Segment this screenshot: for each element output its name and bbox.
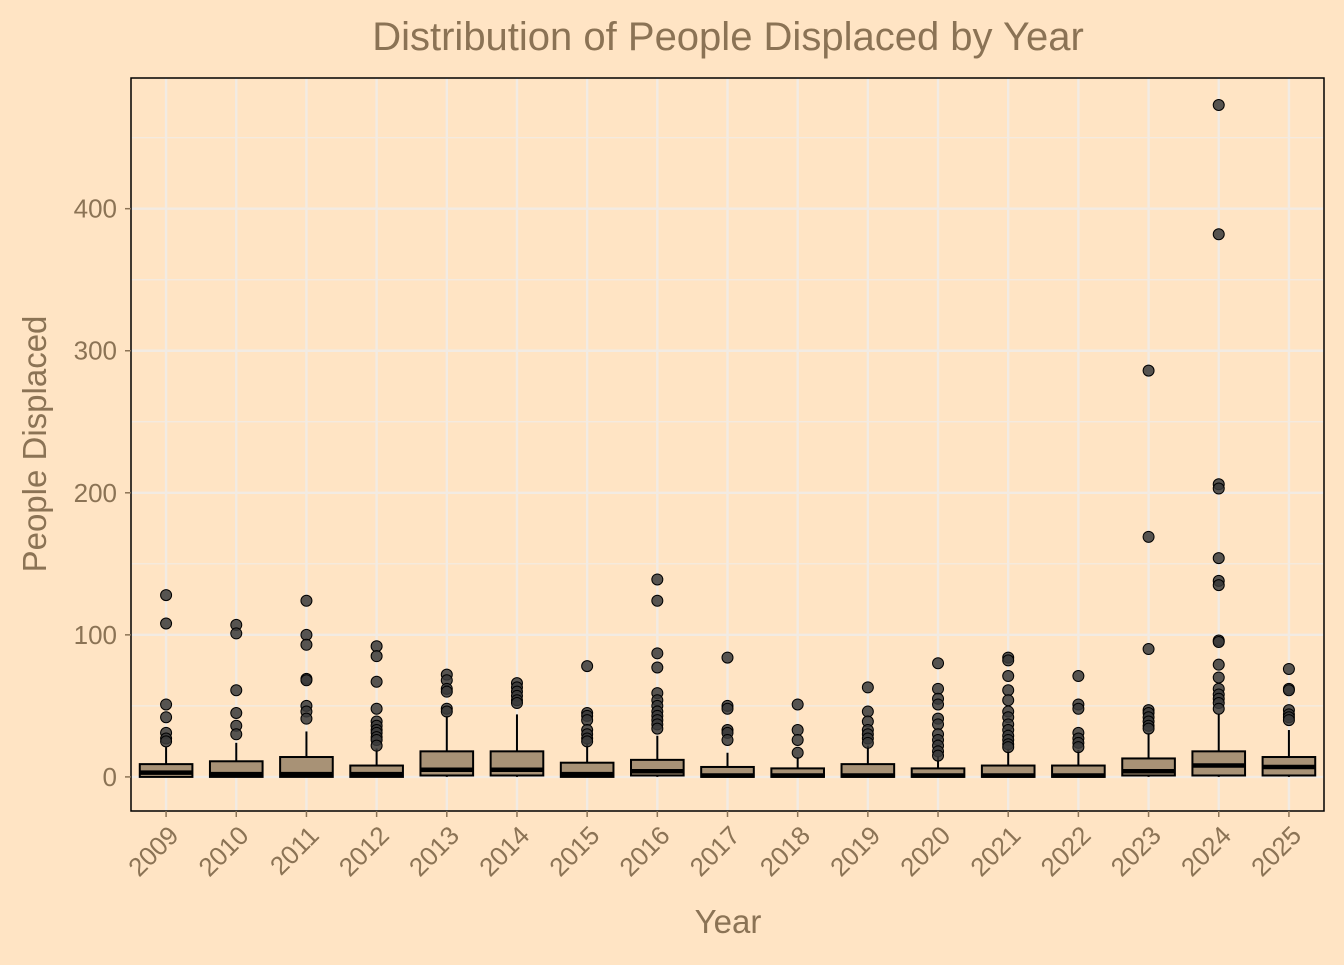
outlier-point — [1212, 98, 1225, 111]
outlier-point — [1002, 694, 1015, 707]
outlier-point — [160, 589, 173, 602]
outlier-point — [791, 746, 804, 759]
y-tick-label: 200 — [74, 478, 117, 508]
box-2012 — [349, 764, 404, 778]
outlier-point — [1002, 670, 1015, 683]
outlier-point — [160, 698, 173, 711]
outlier-point — [1212, 635, 1225, 648]
outlier-point — [300, 674, 313, 687]
outlier-point — [510, 697, 523, 710]
outlier-point — [1212, 552, 1225, 565]
outlier-point — [1072, 702, 1085, 715]
outlier-point — [791, 724, 804, 737]
outlier-point — [1002, 684, 1015, 697]
outlier-point — [721, 702, 734, 715]
outlier-point — [1212, 579, 1225, 592]
outlier-point — [581, 714, 594, 727]
outlier-point — [651, 661, 664, 674]
outlier-point — [581, 660, 594, 673]
outlier-point — [300, 628, 313, 641]
outlier-point — [1212, 228, 1225, 241]
outlier-point — [300, 638, 313, 651]
outlier-point — [861, 705, 874, 718]
outlier-point — [300, 594, 313, 607]
y-tick-label: 300 — [74, 336, 117, 366]
outlier-point — [230, 728, 243, 741]
outlier-point — [721, 733, 734, 746]
outlier-point — [651, 722, 664, 735]
outlier-point — [160, 617, 173, 630]
outlier-point — [932, 718, 945, 731]
outlier-point — [651, 647, 664, 660]
outlier-point — [230, 706, 243, 719]
outlier-point — [1072, 670, 1085, 683]
outlier-point — [581, 735, 594, 748]
outlier-point — [651, 573, 664, 586]
outlier-point — [932, 657, 945, 670]
outlier-point — [1212, 658, 1225, 671]
outlier-point — [1212, 671, 1225, 684]
outlier-point — [440, 685, 453, 698]
outlier-point — [1142, 722, 1155, 735]
outlier-point — [1142, 364, 1155, 377]
y-axis-title: People Displaced — [16, 316, 53, 573]
y-tick-label: 0 — [103, 762, 117, 792]
outlier-point — [1142, 530, 1155, 543]
outlier-point — [1072, 741, 1085, 754]
y-tick-label: 100 — [74, 620, 117, 650]
outlier-point — [1282, 714, 1295, 727]
outlier-point — [370, 640, 383, 653]
outlier-point — [1002, 741, 1015, 754]
outlier-point — [370, 702, 383, 715]
outlier-point — [1212, 482, 1225, 495]
y-tick-label: 400 — [74, 194, 117, 224]
outlier-point — [1002, 654, 1015, 667]
outlier-point — [370, 675, 383, 688]
outlier-point — [1282, 662, 1295, 675]
outlier-point — [932, 749, 945, 762]
outlier-point — [791, 698, 804, 711]
outlier-point — [721, 651, 734, 664]
outlier-point — [160, 735, 173, 748]
outlier-point — [300, 712, 313, 725]
outlier-point — [1142, 643, 1155, 656]
outlier-point — [651, 594, 664, 607]
outlier-point — [932, 682, 945, 695]
chart-title: Distribution of People Displaced by Year — [372, 15, 1084, 59]
outlier-point — [1212, 702, 1225, 715]
outlier-point — [160, 711, 173, 724]
outlier-point — [861, 681, 874, 694]
outlier-point — [932, 698, 945, 711]
x-axis-title: Year — [695, 903, 762, 940]
outlier-point — [370, 739, 383, 752]
outlier-point — [230, 627, 243, 640]
outlier-point — [230, 684, 243, 697]
box-series — [138, 714, 1317, 778]
outlier-point — [861, 736, 874, 749]
outlier-point — [440, 705, 453, 718]
outlier-point — [370, 650, 383, 663]
outlier-series — [160, 98, 1295, 762]
outlier-point — [1282, 684, 1295, 697]
outlier-point — [791, 733, 804, 746]
